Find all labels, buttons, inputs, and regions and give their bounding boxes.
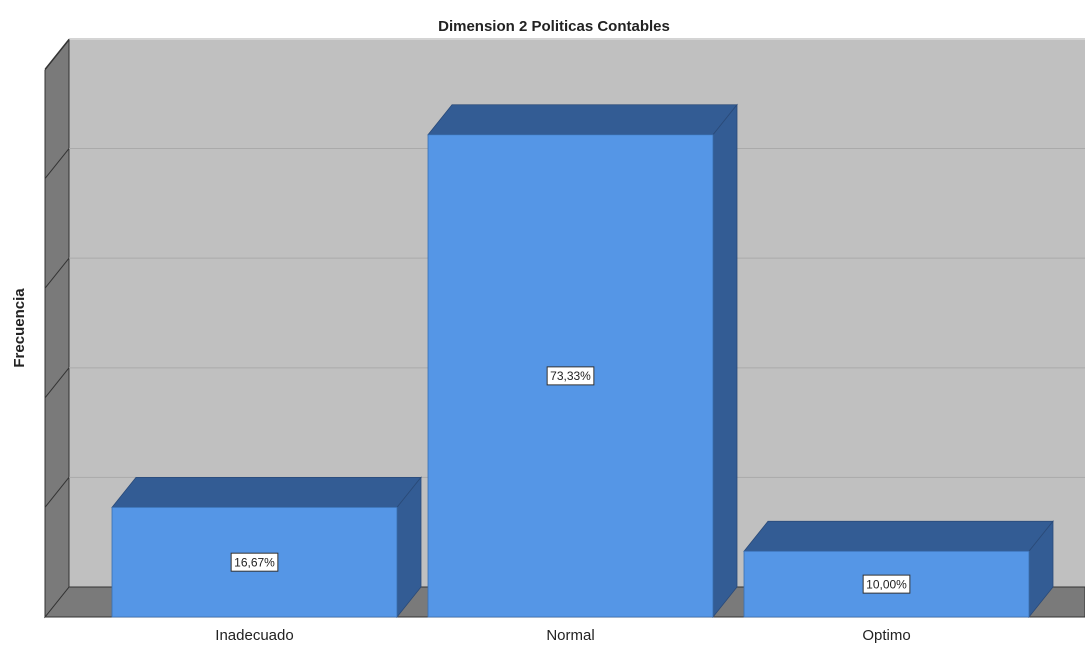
grid-line-side [44,148,70,179]
bar-top [111,476,422,508]
value-label: 73,33% [550,369,591,383]
x-tick-label: Inadecuado [215,627,293,644]
grid-line-side [44,257,70,289]
y-axis-label: Frecuencia [11,288,28,368]
x-tick-label: Normal [546,627,594,644]
grid-line-side [44,38,70,70]
bar-top [743,520,1054,552]
bar-front [111,506,398,618]
value-label: 16,67% [234,555,275,569]
bar [427,103,738,619]
bar [111,476,422,619]
bar-top [427,104,738,136]
value-label: 10,00% [866,577,907,591]
grid-line-side [44,477,70,508]
value-label-box [230,552,279,572]
bar [743,520,1054,619]
side-wall [44,38,70,619]
bar-side [712,103,738,619]
chart-title: Dimension 2 Politicas Contables [438,18,670,35]
grid-line-side [44,367,70,399]
value-label-box [862,574,911,594]
value-label-box [546,366,595,386]
x-tick-label: Optimo [862,627,910,644]
